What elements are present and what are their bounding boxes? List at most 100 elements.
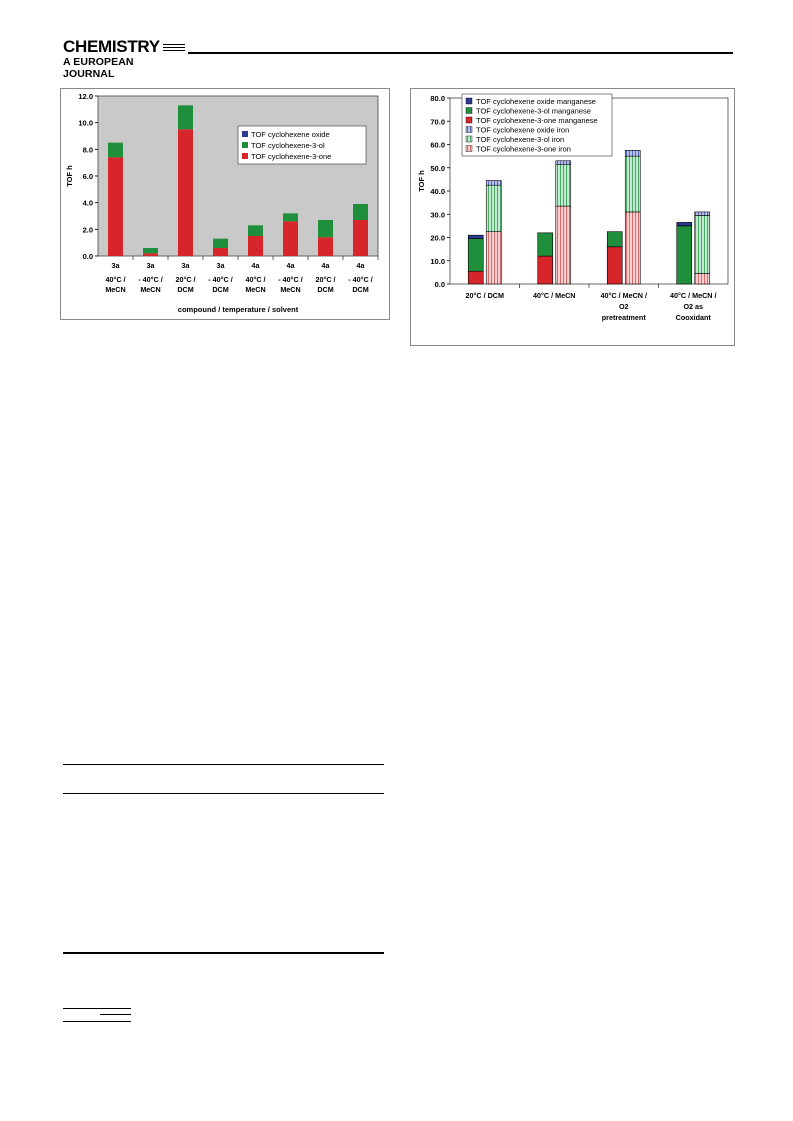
journal-subtitle: A EUROPEAN JOURNAL [63,56,134,80]
x-tick-label: 4a [252,261,261,270]
x-tick-label: 40°C / [105,275,125,284]
plot-area [97,95,379,257]
header-rule [188,52,733,54]
y-tick-label: 10.0 [430,257,445,266]
bar-segment [606,231,623,248]
x-tick-label: O2 [619,302,629,311]
journal-title: CHEMISTRY [63,37,160,56]
x-tick-label: 3a [217,261,226,270]
bar-segment [555,163,572,207]
y-tick-label: 80.0 [430,94,445,103]
bar-segment [248,225,263,236]
bar-segment [624,155,641,213]
legend-box [461,93,613,157]
y-tick-label: 10.0 [78,119,93,128]
x-axis-label: compound / temperature / solvent [178,305,299,314]
legend-label: TOF cyclohexene-3-ol manganese [476,107,591,116]
bar-segment [694,273,711,285]
legend-swatch [465,97,473,105]
bar-segment [624,211,641,285]
bar-segment [318,237,333,256]
bar-segment [143,248,158,254]
x-tick-label: 4a [287,261,296,270]
x-tick-label: - 40°C / [278,275,302,284]
y-tick-label: 50.0 [430,164,445,173]
x-tick-label: - 40°C / [348,275,372,284]
bar-segment [676,222,693,227]
y-axis-label: TOF h [65,165,74,187]
legend-label: TOF cyclohexene-3-ol [251,141,325,150]
x-tick-label: DCM [177,285,193,294]
footnote-rule-2 [100,1014,131,1015]
y-tick-label: 0.0 [83,252,93,261]
footnote-rule-3 [63,1021,131,1022]
y-tick-label: 40.0 [430,187,445,196]
bar-segment [318,220,333,238]
bar-segment [213,248,228,256]
x-tick-label: 4a [357,261,366,270]
y-tick-label: 8.0 [83,145,93,154]
x-tick-label: DCM [352,285,368,294]
table-bottom-rule [63,952,384,954]
bar-segment [485,180,502,186]
legend-swatch [465,145,473,152]
x-tick-label: 40°C / [245,275,265,284]
table-top-rule [63,764,384,765]
x-tick-label: DCM [317,285,333,294]
x-tick-label: MeCN [105,285,125,294]
bar-segment [213,238,228,248]
legend-label: TOF cyclohexene-3-one [251,152,331,161]
bar-segment [467,270,484,285]
x-tick-label: DCM [212,285,228,294]
legend-label: TOF cyclohexene oxide iron [476,126,569,135]
x-tick-label: MeCN [140,285,160,294]
x-tick-label: Cooxidant [676,313,712,322]
bar-segment [283,221,298,256]
bar-segment [467,234,484,239]
y-tick-label: 20.0 [430,234,445,243]
bar-segment [108,157,123,256]
x-tick-label: 40°C / MeCN [533,291,575,300]
bar-segment [283,213,298,222]
bar-segment [467,238,484,272]
legend-label: TOF cyclohexene oxide [251,130,330,139]
legend-label: TOF cyclohexene-3-ol iron [476,135,564,144]
journal-logo: CHEMISTRY A EUROPEAN JOURNAL [63,38,188,80]
legend-box [237,125,367,165]
chart-right-tof-mn-vs-fe: 0.0 10.0 20.0 30.0 40.0 50.0 60.0 70.0 80.0 TOF h… [410,88,735,346]
legend-swatch [465,126,473,133]
legend-label: TOF cyclohexene-3-one manganese [476,116,598,125]
x-tick-label: 20°C / DCM [466,291,504,300]
legend-label: TOF cyclohexene oxide manganese [476,97,596,106]
bar-segment [353,220,368,256]
bar-segment [676,225,693,285]
legend-swatch [242,142,248,148]
legend-swatch [465,107,473,114]
x-tick-label: MeCN [245,285,265,294]
x-tick-label: 4a [322,261,331,270]
y-axis-label: TOF h [417,170,426,192]
bar-segment [537,232,554,257]
bar-segment [694,211,711,216]
legend-swatch [465,135,473,143]
legend-swatch [242,153,248,159]
bar-segment [555,205,572,285]
legend-swatch [465,116,473,124]
bar-segment [606,246,623,285]
x-tick-label: - 40°C / [138,275,162,284]
bar-segment [485,184,502,232]
y-tick-label: 60.0 [430,141,445,150]
x-tick-label: pretreatment [602,313,647,322]
footnote-rule-1 [63,1008,131,1009]
legend-swatch [242,131,248,137]
bar-segment [143,253,158,256]
x-tick-label: 3a [112,261,121,270]
y-tick-label: 0.0 [435,280,445,289]
bar-segment [108,142,123,158]
bar-segment [178,129,193,256]
bar-segment [537,255,554,285]
bar-segment [694,215,711,274]
y-tick-label: 70.0 [430,117,445,126]
